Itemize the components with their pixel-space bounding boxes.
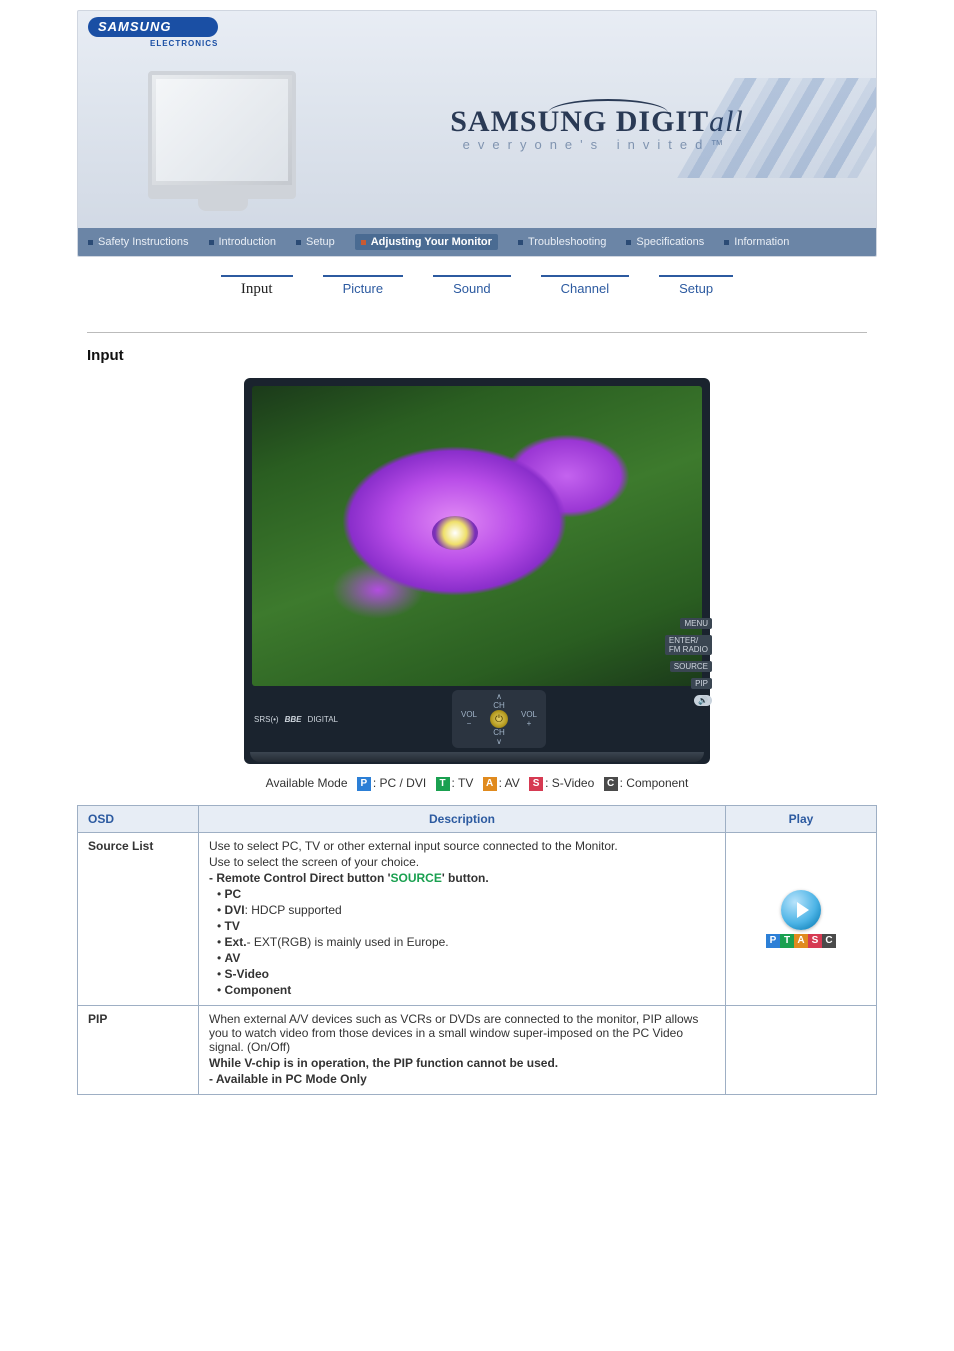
swoosh-icon bbox=[548, 99, 668, 115]
th-desc: Description bbox=[199, 805, 726, 832]
topnav-label: Setup bbox=[306, 236, 335, 248]
play-badge-S: S bbox=[808, 934, 822, 948]
mode-label: : Component bbox=[620, 776, 689, 790]
source-list-item: PC bbox=[217, 887, 715, 901]
mode-badge-A: A bbox=[483, 777, 497, 791]
table-row: PIP When external A/V devices such as VC… bbox=[78, 1005, 877, 1094]
monitor-illustration bbox=[108, 63, 318, 223]
brand-sub: ELECTRONICS bbox=[150, 39, 218, 48]
flower-icon bbox=[432, 516, 478, 550]
mode-badge-S: S bbox=[529, 777, 543, 791]
page: SAMSUNG ELECTRONICS SAMSUNG DIGITall eve… bbox=[67, 0, 887, 1105]
power-button[interactable]: ⏻ bbox=[490, 710, 508, 728]
bbe-logo: BBE bbox=[285, 715, 302, 724]
play-cell: PTASC bbox=[726, 832, 877, 1005]
topnav-label: Safety Instructions bbox=[98, 236, 189, 248]
tv-mock: MENU ENTER/ FM RADIO SOURCE PIP 🔊 SRS(•) BBE… bbox=[244, 378, 710, 764]
osd-cell: Source List bbox=[78, 832, 199, 1005]
ch-down-button[interactable]: CH∨ bbox=[484, 728, 514, 746]
tv-side-source-button[interactable]: SOURCE bbox=[670, 661, 712, 672]
decorative-stripes bbox=[677, 78, 876, 178]
tv-side-enter-button[interactable]: ENTER/ FM RADIO bbox=[665, 635, 712, 655]
mode-legend: Available Mode P: PC / DVI T: TV A: AV S… bbox=[77, 776, 877, 791]
source-list-item: Ext.- EXT(RGB) is mainly used in Europe. bbox=[217, 935, 715, 949]
tv-base bbox=[250, 752, 704, 762]
nav-bullet-icon bbox=[518, 240, 523, 245]
play-cell bbox=[726, 1005, 877, 1094]
tv-bottom-bar: SRS(•) BBE DIGITAL ∧CH VOL − ⏻ VOL + CH∨ bbox=[252, 686, 702, 750]
hero: SAMSUNG DIGITall everyone's invited™ bbox=[78, 48, 876, 228]
subtab-item[interactable]: Sound bbox=[433, 275, 511, 302]
play-badge-C: C bbox=[822, 934, 836, 948]
ch-up-button[interactable]: ∧CH bbox=[484, 692, 514, 710]
separator bbox=[87, 332, 867, 333]
mode-label: : TV bbox=[452, 776, 477, 790]
mode-label: : AV bbox=[499, 776, 523, 790]
mode-label: : S-Video bbox=[545, 776, 597, 790]
play-badge-T: T bbox=[780, 934, 794, 948]
tv-speaker-icon: 🔊 bbox=[694, 695, 712, 706]
mode-badge-C: C bbox=[604, 777, 618, 791]
subtab-item[interactable]: Setup bbox=[659, 275, 733, 302]
sub-tabs: Input Picture Sound Channel Setup bbox=[77, 275, 877, 302]
tv-screen bbox=[252, 386, 702, 686]
tv-side-menu-button[interactable]: MENU bbox=[680, 618, 712, 629]
source-list-item: TV bbox=[217, 919, 715, 933]
nav-bullet-icon bbox=[361, 240, 366, 245]
subtab-item[interactable]: Input bbox=[221, 275, 293, 302]
mode-badge-P: P bbox=[357, 777, 371, 791]
topnav-item[interactable]: Introduction bbox=[209, 236, 276, 248]
brand-row: SAMSUNG ELECTRONICS bbox=[78, 11, 876, 48]
samsung-logo: SAMSUNG bbox=[88, 17, 218, 37]
topnav-label: Introduction bbox=[219, 236, 276, 248]
topnav-item[interactable]: Specifications bbox=[626, 236, 704, 248]
digital-logo: DIGITAL bbox=[307, 715, 338, 724]
topnav-item[interactable]: Setup bbox=[296, 236, 335, 248]
topnav-label: Troubleshooting bbox=[528, 236, 606, 248]
mode-label: : PC / DVI bbox=[373, 776, 430, 790]
osd-table: OSD Description Play Source List Use to … bbox=[77, 805, 877, 1095]
section-title: Input bbox=[87, 347, 877, 364]
legend-prefix: Available Mode bbox=[266, 776, 351, 790]
vol-down-button[interactable]: VOL − bbox=[454, 710, 484, 728]
topnav-item[interactable]: Troubleshooting bbox=[518, 236, 606, 248]
tv-side-buttons: MENU ENTER/ FM RADIO SOURCE PIP 🔊 bbox=[665, 618, 712, 706]
topnav-label: Specifications bbox=[636, 236, 704, 248]
desc-cell: Use to select PC, TV or other external i… bbox=[199, 832, 726, 1005]
th-osd: OSD bbox=[78, 805, 199, 832]
source-list-item: Component bbox=[217, 983, 715, 997]
source-list-item: AV bbox=[217, 951, 715, 965]
tv-side-pip-button[interactable]: PIP bbox=[691, 678, 712, 689]
srs-logo: SRS(•) bbox=[254, 715, 279, 724]
tv-illustration-wrap: MENU ENTER/ FM RADIO SOURCE PIP 🔊 SRS(•) BBE… bbox=[77, 378, 877, 764]
topnav-label: Adjusting Your Monitor bbox=[371, 236, 492, 248]
play-badge-P: P bbox=[766, 934, 780, 948]
nav-bullet-icon bbox=[88, 240, 93, 245]
topnav-label: Information bbox=[734, 236, 789, 248]
desc-cell: When external A/V devices such as VCRs o… bbox=[199, 1005, 726, 1094]
play-badge-A: A bbox=[794, 934, 808, 948]
play-icon[interactable] bbox=[781, 890, 821, 930]
source-list-item: DVI: HDCP supported bbox=[217, 903, 715, 917]
subtab-item[interactable]: Channel bbox=[541, 275, 629, 302]
header-banner: SAMSUNG ELECTRONICS SAMSUNG DIGITall eve… bbox=[77, 10, 877, 257]
nav-bullet-icon bbox=[296, 240, 301, 245]
tv-dpad: ∧CH VOL − ⏻ VOL + CH∨ bbox=[338, 690, 660, 748]
source-list-item: S-Video bbox=[217, 967, 715, 981]
nav-bullet-icon bbox=[209, 240, 214, 245]
th-play: Play bbox=[726, 805, 877, 832]
mode-badge-T: T bbox=[436, 777, 450, 791]
vol-up-button[interactable]: VOL + bbox=[514, 710, 544, 728]
play-badges: PTASC bbox=[736, 934, 866, 948]
topnav-item[interactable]: Information bbox=[724, 236, 789, 248]
nav-bullet-icon bbox=[724, 240, 729, 245]
topnav-item[interactable]: Adjusting Your Monitor bbox=[355, 234, 498, 250]
topnav-item[interactable]: Safety Instructions bbox=[88, 236, 189, 248]
nav-bullet-icon bbox=[626, 240, 631, 245]
table-row: Source List Use to select PC, TV or othe… bbox=[78, 832, 877, 1005]
osd-cell: PIP bbox=[78, 1005, 199, 1094]
subtab-item[interactable]: Picture bbox=[323, 275, 403, 302]
top-nav: Safety Instructions Introduction Setup Adju… bbox=[78, 228, 876, 256]
